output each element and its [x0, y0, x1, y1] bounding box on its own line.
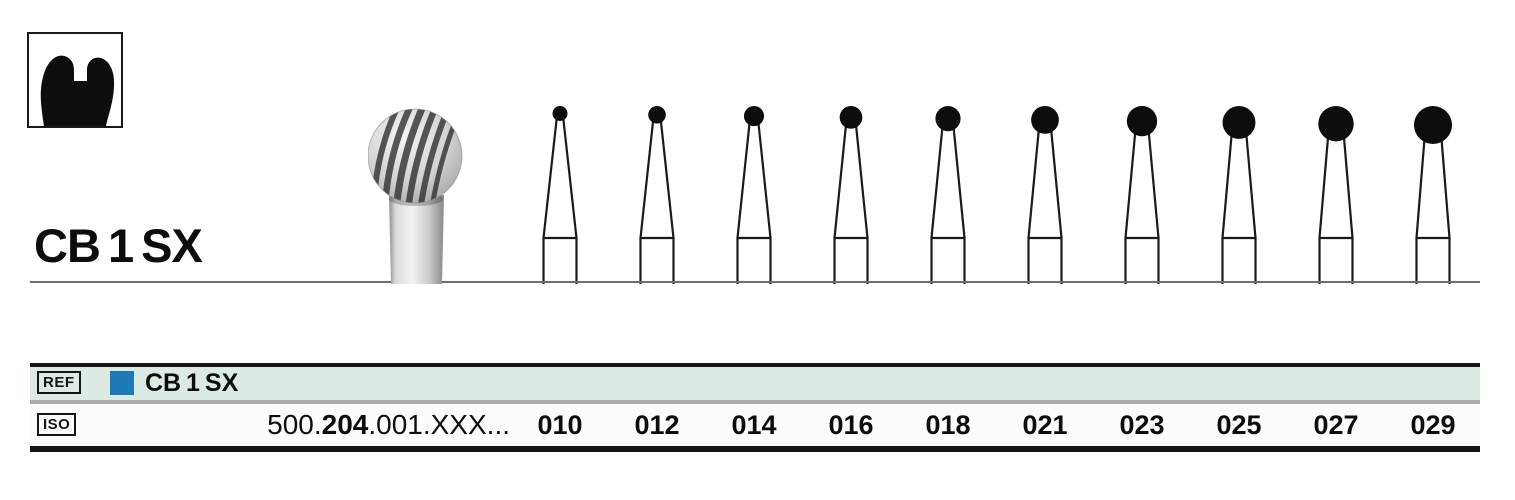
bur-diagram [930, 106, 966, 284]
spec-table: REF CB 1 SX ISO 500.204.001.XXX... 010 01… [30, 363, 1480, 452]
tooth-category-box [27, 32, 123, 128]
iso-size-016: 016 [828, 410, 874, 440]
bur-diagram [1318, 106, 1354, 284]
row-separator [30, 400, 1480, 404]
bur-diagram [833, 106, 869, 284]
iso-size-023: 023 [1119, 410, 1165, 440]
page-title: CB 1 SX [34, 219, 203, 272]
iso-row: ISO 500.204.001.XXX... 010 012 014 016 018 02… [30, 404, 1480, 446]
bur-diagram [1221, 106, 1257, 284]
iso-size-027: 027 [1313, 410, 1359, 440]
table-border-top [30, 363, 1480, 367]
ref-product-name: CB 1 SX [145, 369, 239, 397]
bur-photo [368, 104, 463, 284]
iso-size-021: 021 [1022, 410, 1068, 440]
iso-size-012: 012 [634, 410, 680, 440]
iso-size-014: 014 [731, 410, 777, 440]
iso-code: 500.204.001.XXX... [130, 404, 510, 446]
iso-size-010: 010 [537, 410, 583, 440]
baseline-rule-overlay [520, 281, 1480, 283]
bur-diagram [1414, 106, 1452, 284]
table-border-bottom [30, 446, 1480, 452]
tooth-icon [40, 55, 115, 126]
bur-diagram [542, 106, 578, 284]
iso-size-025: 025 [1216, 410, 1262, 440]
ref-row: REF CB 1 SX [30, 367, 1480, 400]
bur-photo-shank [389, 195, 444, 284]
ref-badge: REF [37, 371, 81, 394]
bur-diagram [639, 106, 675, 284]
iso-size-029: 029 [1410, 410, 1456, 440]
iso-code-shank: 204 [321, 409, 369, 440]
iso-code-suffix: .001.XXX... [368, 409, 510, 440]
bur-diagram [1124, 106, 1160, 284]
iso-badge: ISO [37, 413, 77, 436]
iso-code-prefix: 500. [267, 409, 322, 440]
iso-size-018: 018 [925, 410, 971, 440]
series-color-swatch [110, 371, 134, 395]
bur-diagram [736, 106, 772, 284]
bur-diagram [1027, 106, 1063, 284]
